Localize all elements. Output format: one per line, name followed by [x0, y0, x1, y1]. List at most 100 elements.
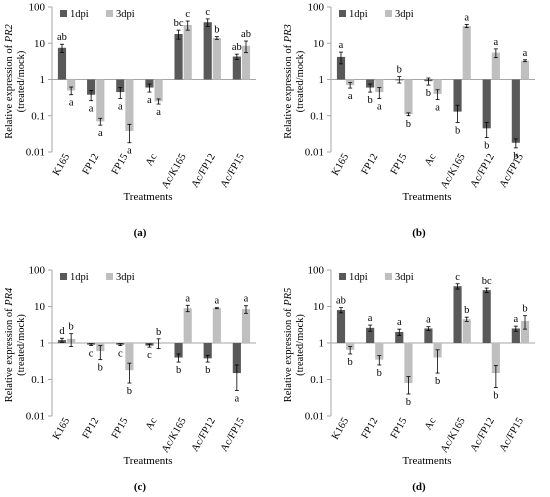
significance-letter: a — [464, 12, 469, 23]
significance-letter: a — [69, 98, 74, 109]
y-tick-label: 10 — [34, 38, 46, 50]
significance-letter: a — [127, 146, 132, 157]
legend-label-3dpi: 3dpi — [395, 272, 414, 283]
significance-letter: b — [426, 88, 431, 99]
bar-1dpi-Ac/FP12 — [482, 290, 491, 343]
y-axis-title-gene: PR2 — [4, 23, 15, 43]
significance-letter: b — [406, 397, 411, 408]
significance-letter: b — [176, 365, 181, 376]
significance-letter: bc — [174, 18, 184, 29]
bar-3dpi-Ac — [433, 79, 442, 94]
significance-letter: c — [89, 349, 94, 360]
y-tick-label: 100 — [308, 2, 325, 14]
legend-swatch-1dpi — [339, 10, 346, 17]
significance-letter: a — [523, 48, 528, 59]
significance-letter: c — [455, 272, 460, 283]
x-tick-label: Ac/K165 — [439, 152, 468, 191]
x-tick-label: Ac — [144, 416, 160, 432]
bar-1dpi-Ac/K165 — [174, 33, 183, 80]
bar-3dpi-Ac/K165 — [183, 308, 192, 343]
y-tick-label: 100 — [29, 2, 46, 14]
significance-letter: b — [484, 141, 489, 152]
x-tick-label: Ac/K165 — [160, 416, 189, 455]
x-tick-label: FP12 — [81, 416, 102, 441]
y-tick-label: 0.1 — [31, 110, 45, 122]
bar-3dpi-K165 — [67, 79, 76, 91]
y-tick-label: 0.1 — [310, 374, 324, 386]
bar-1dpi-Ac/FP15 — [511, 328, 520, 343]
x-tick-label: Ac/FP15 — [219, 416, 247, 454]
bar-1dpi-Ac/K165 — [453, 286, 462, 343]
panel-label: (b) — [412, 227, 426, 239]
significance-letter: a — [156, 107, 161, 118]
legend-label-1dpi: 1dpi — [70, 9, 89, 20]
bar-1dpi-FP15 — [395, 332, 404, 343]
y-tick-label: 10 — [313, 38, 325, 50]
bar-3dpi-FP12 — [375, 79, 384, 93]
x-tick-label: K165 — [51, 416, 72, 442]
significance-letter: bc — [482, 276, 492, 287]
y-axis-title-prefix: Relative expression of — [283, 42, 294, 139]
significance-letter: b — [455, 126, 460, 137]
panel-label: (a) — [134, 227, 147, 239]
significance-letter: b — [348, 357, 353, 368]
bar-1dpi-FP12 — [366, 79, 375, 88]
bar-3dpi-FP12 — [96, 79, 105, 122]
legend-label-3dpi: 3dpi — [116, 272, 135, 283]
significance-letter: a — [147, 95, 152, 106]
bar-1dpi-Ac/FP15 — [511, 79, 520, 143]
bar-1dpi-FP12 — [87, 79, 96, 95]
significance-letter: a — [215, 296, 220, 307]
legend-swatch-1dpi — [339, 273, 346, 280]
significance-letter: a — [377, 101, 382, 112]
y-axis-title: Relative expression of PR2(treated/mock) — [4, 23, 27, 138]
legend-label-3dpi: 3dpi — [395, 9, 414, 20]
bar-3dpi-Ac/FP15 — [520, 321, 530, 343]
significance-letter: c — [185, 9, 190, 20]
significance-letter: c — [118, 349, 123, 360]
x-tick-label: FP15 — [110, 416, 131, 441]
y-tick-label: 1 — [40, 338, 46, 350]
significance-letter: b — [156, 327, 161, 338]
bar-1dpi-Ac — [145, 79, 154, 88]
y-tick-label: 1 — [319, 338, 325, 350]
bar-3dpi-FP15 — [125, 343, 134, 371]
x-axis-title: Treatments — [402, 455, 451, 467]
significance-letter: a — [435, 103, 440, 114]
significance-letter: ab — [232, 42, 242, 53]
significance-letter: b — [493, 391, 498, 402]
significance-letter: ab — [336, 296, 346, 307]
significance-letter: b — [98, 363, 103, 374]
bar-3dpi-Ac/FP12 — [212, 37, 221, 80]
y-tick-label: 0.1 — [31, 374, 45, 386]
y-axis-title-gene: PR5 — [283, 288, 294, 307]
bar-3dpi-FP15 — [404, 79, 413, 115]
bar-1dpi-K165 — [57, 47, 67, 80]
panel-label: (c) — [134, 481, 147, 493]
bar-1dpi-Ac/FP12 — [203, 22, 212, 80]
legend-swatch-3dpi — [385, 273, 392, 280]
x-axis-title: Treatments — [123, 455, 172, 467]
significance-letter: a — [426, 315, 431, 326]
y-tick-label: 10 — [313, 301, 325, 313]
x-tick-label: Ac/K165 — [439, 416, 468, 455]
significance-letter: ab — [57, 32, 67, 43]
legend-label-3dpi: 3dpi — [116, 9, 135, 20]
significance-letter: a — [185, 293, 190, 304]
y-axis-title-line2: (treated/mock) — [16, 314, 27, 376]
x-tick-label: Ac — [423, 416, 439, 432]
significance-letter: d — [59, 326, 65, 337]
bar-1dpi-K165 — [336, 56, 346, 80]
bar-1dpi-Ac/FP15 — [232, 343, 241, 374]
significance-letter: c — [147, 350, 152, 361]
bar-3dpi-Ac/FP12 — [491, 343, 500, 374]
bar-1dpi-FP15 — [116, 79, 125, 93]
bar-3dpi-Ac/K165 — [462, 319, 471, 343]
panel-label: (d) — [412, 481, 426, 493]
significance-letter: b — [406, 119, 411, 130]
y-axis-title: Relative expression of PR3(treated/mock) — [283, 24, 306, 139]
significance-letter: a — [348, 91, 353, 102]
bar-1dpi-Ac/FP12 — [203, 343, 212, 359]
